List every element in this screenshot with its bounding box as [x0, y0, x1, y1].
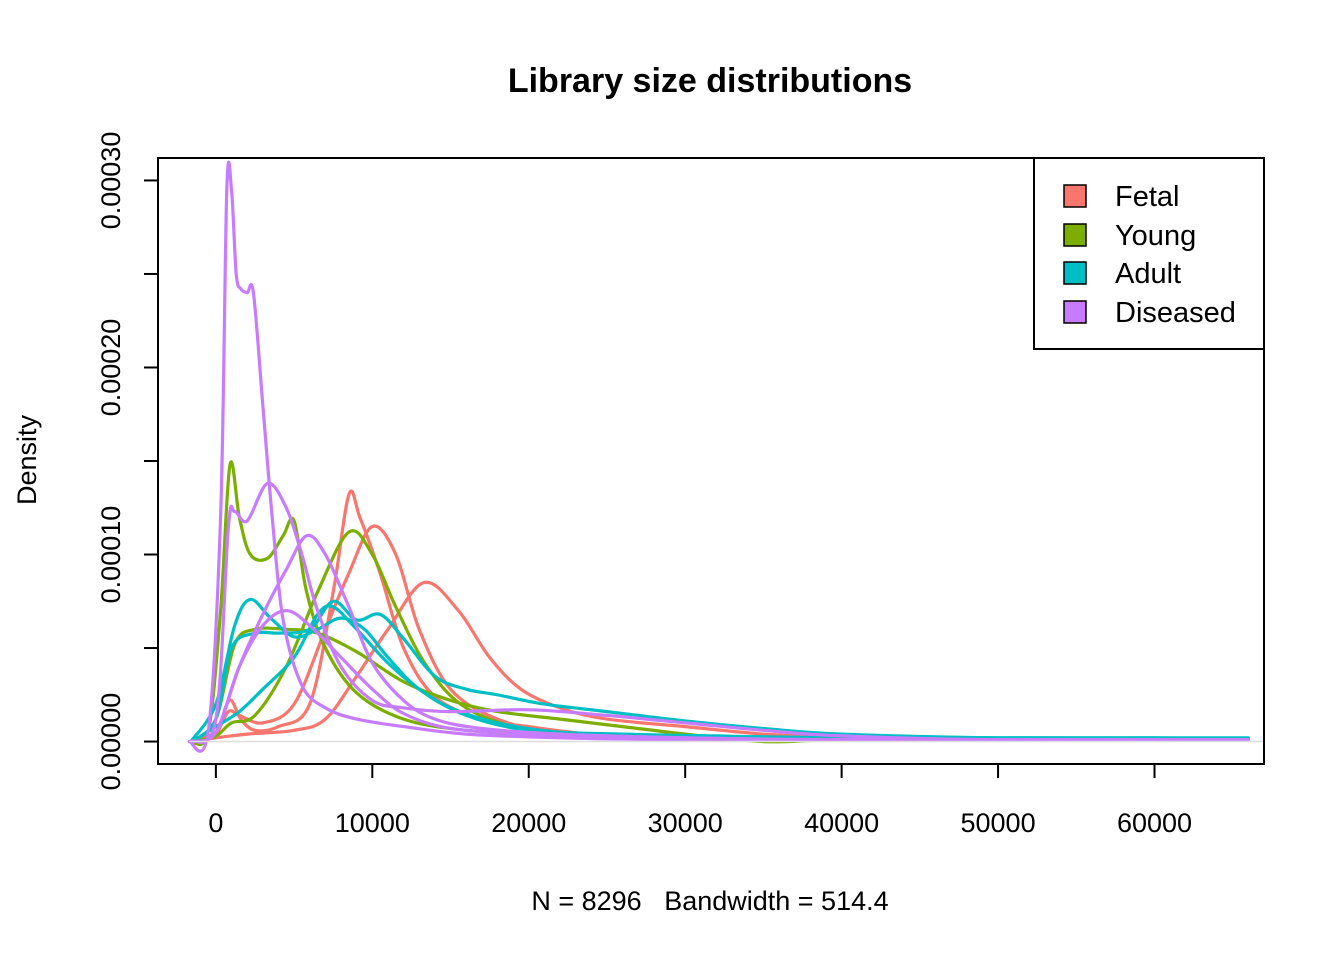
axes-layer: 0 10000 20000 30000 40000 50000 60000 0.00000 0.… [96, 132, 1264, 838]
density-line-young [190, 529, 1250, 744]
density-line-fetal [190, 524, 1250, 744]
density-line-diseased [189, 481, 1250, 745]
x-tick-label: 60000 [1117, 808, 1192, 838]
legend-swatch-fetal [1063, 184, 1087, 208]
x-tick-label: 30000 [648, 808, 723, 838]
density-line-adult [190, 604, 1250, 744]
density-line-adult [190, 599, 1250, 744]
x-tick-label: 10000 [335, 808, 410, 838]
chart-title: Library size distributions [508, 62, 912, 100]
x-tick-label: 40000 [804, 808, 879, 838]
y-axis-label: Density [12, 414, 42, 505]
density-line-young [189, 460, 1250, 747]
legend-label-diseased: Diseased [1115, 297, 1236, 329]
x-axis-label: N = 8296 Bandwidth = 514.4 [531, 886, 888, 916]
x-tick-label: 20000 [491, 808, 566, 838]
x-tick-label: 50000 [961, 808, 1036, 838]
legend-label-young: Young [1115, 220, 1196, 252]
density-line-diseased [190, 609, 1250, 744]
y-tick-label: 0.00010 [96, 506, 126, 604]
density-line-fetal [187, 489, 1250, 744]
y-tick-label: 0.00030 [96, 132, 126, 230]
legend-swatch-adult [1063, 261, 1087, 285]
density-line-diseased [187, 160, 1250, 753]
legend-swatch-diseased [1063, 300, 1087, 324]
plot-frame [157, 157, 1265, 765]
x-tick-label: 0 [208, 808, 223, 838]
y-tick-label: 0.00000 [96, 693, 126, 791]
legend-label-fetal: Fetal [1115, 181, 1179, 213]
series-layer [187, 160, 1250, 753]
legend-label-adult: Adult [1115, 258, 1181, 290]
legend-swatch-young [1063, 223, 1087, 247]
legend: Fetal Young Adult Diseased [1033, 157, 1265, 350]
y-tick-label: 0.00020 [96, 319, 126, 417]
